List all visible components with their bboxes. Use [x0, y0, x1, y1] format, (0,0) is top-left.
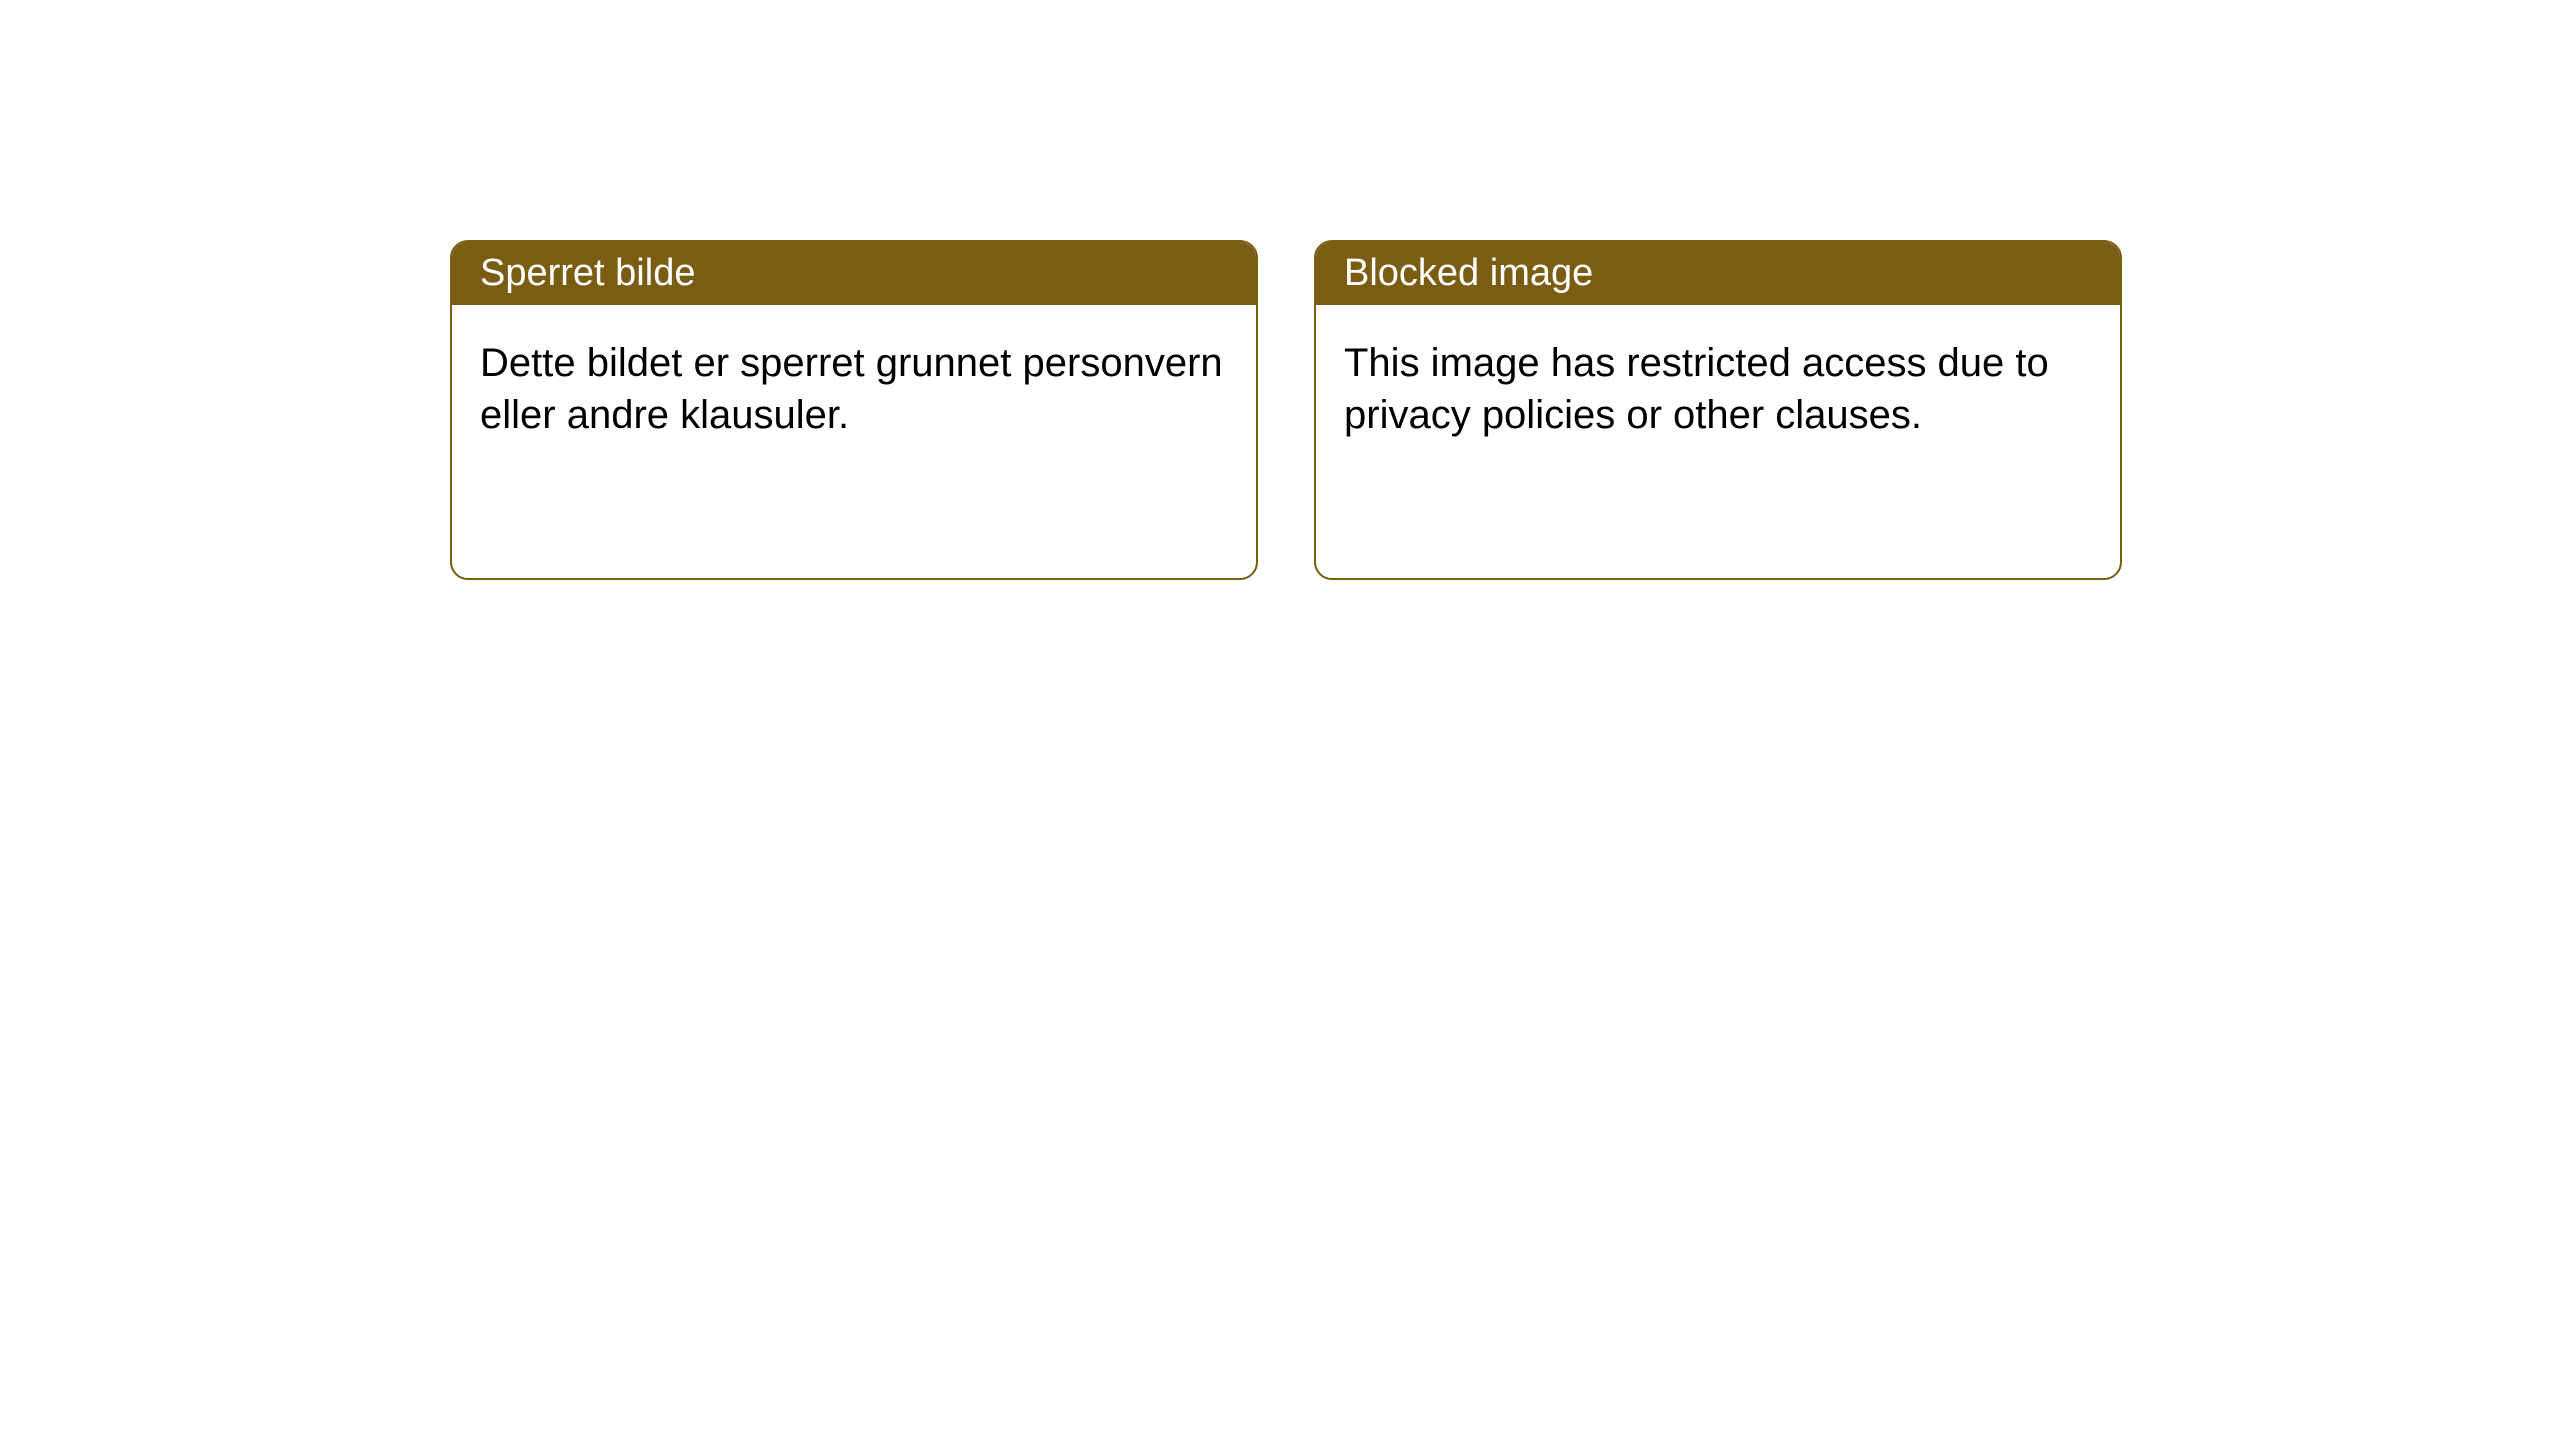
- card-header: Blocked image: [1316, 242, 2120, 305]
- notice-card-norwegian: Sperret bilde Dette bildet er sperret gr…: [450, 240, 1258, 580]
- notice-container: Sperret bilde Dette bildet er sperret gr…: [0, 0, 2560, 580]
- notice-card-english: Blocked image This image has restricted …: [1314, 240, 2122, 580]
- card-header: Sperret bilde: [452, 242, 1256, 305]
- card-body: Dette bildet er sperret grunnet personve…: [452, 305, 1256, 473]
- card-body: This image has restricted access due to …: [1316, 305, 2120, 473]
